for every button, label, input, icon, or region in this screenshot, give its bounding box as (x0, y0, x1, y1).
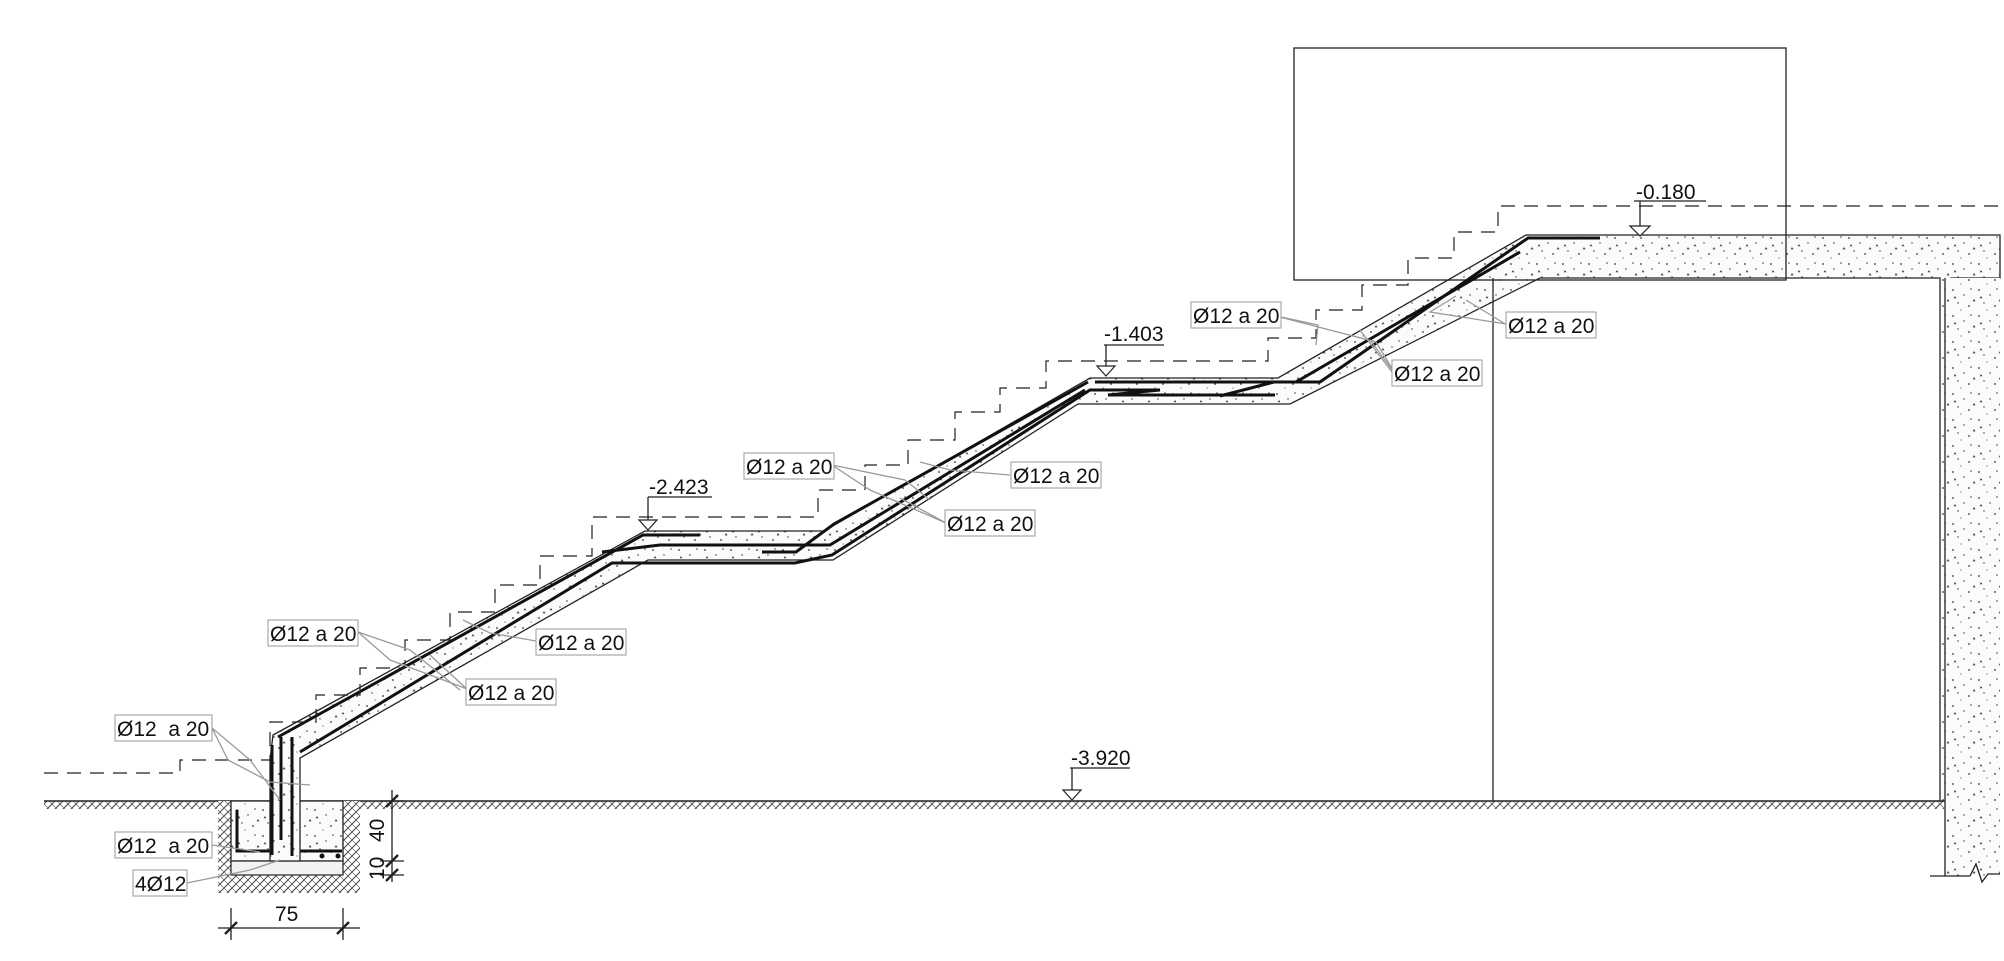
stair-slab (269, 234, 2001, 862)
rebar-label-lower-right-a: Ø12 a 20 (535, 628, 627, 656)
svg-text:Ø12 a 20: Ø12 a 20 (117, 835, 209, 858)
right-wall (1930, 278, 2000, 884)
svg-text:Ø12 a 20: Ø12 a 20 (538, 632, 624, 655)
svg-text:Ø12 a 20: Ø12 a 20 (1193, 305, 1279, 328)
level-landing-upper: -1.403 (1095, 323, 1164, 377)
ground-floor (44, 800, 1944, 809)
svg-text:75: 75 (275, 903, 298, 926)
level-top: -0.180 (1628, 181, 1706, 237)
svg-text:Ø12 a 20: Ø12 a 20 (468, 682, 554, 705)
svg-text:Ø12 a 20: Ø12 a 20 (1508, 315, 1594, 338)
rebar-label-middle-right-a: Ø12 a 20 (1010, 461, 1102, 489)
rebar-label-upper-right-a: Ø12 a 20 (1505, 311, 1597, 339)
svg-text:Ø12 a 20: Ø12 a 20 (1394, 363, 1480, 386)
svg-text:4Ø12: 4Ø12 (135, 873, 186, 896)
dimension-footing-width: 75 (218, 903, 360, 940)
level-landing-upper-text: -1.403 (1104, 323, 1164, 346)
rebar-main (270, 236, 1600, 856)
rebar-label-footing-bars: 4Ø12 (132, 869, 188, 897)
rebar-label-lower-right-b: Ø12 a 20 (465, 678, 557, 706)
rebar-leaders (186, 295, 1508, 884)
level-floor-text: -3.920 (1071, 747, 1131, 770)
upper-opening (1293, 47, 1787, 281)
rebar-label-middle-right-b: Ø12 a 20 (944, 509, 1036, 537)
rebar-label-lower-left: Ø12 a 20 (267, 619, 359, 647)
level-landing-lower: -2.423 (637, 476, 712, 531)
level-landing-lower-text: -2.423 (649, 476, 709, 499)
svg-text:10: 10 (366, 857, 389, 880)
svg-text:Ø12 a 20: Ø12 a 20 (1013, 465, 1099, 488)
svg-text:Ø12 a 20: Ø12 a 20 (947, 513, 1033, 536)
rebar-label-middle-left: Ø12 a 20 (743, 452, 835, 480)
rebar-label-upper-left: Ø12 a 20 (1190, 301, 1282, 329)
level-floor: -3.920 (1061, 747, 1131, 801)
svg-text:Ø12 a 20: Ø12 a 20 (270, 623, 356, 646)
svg-text:Ø12 a 20: Ø12 a 20 (746, 456, 832, 479)
rebar-label-upper-right-b: Ø12 a 20 (1391, 359, 1483, 387)
dimension-footing-height: 40 10 (366, 790, 404, 882)
rebar-label-footing-stirrup: Ø12 a 20 (114, 831, 213, 859)
svg-text:Ø12 a 20: Ø12 a 20 (117, 718, 209, 741)
level-top-text: -0.180 (1636, 181, 1696, 204)
rebar-label-base-vertical: Ø12 a 20 (114, 714, 213, 742)
stair-step-profile (44, 205, 2004, 774)
svg-text:40: 40 (366, 819, 389, 842)
